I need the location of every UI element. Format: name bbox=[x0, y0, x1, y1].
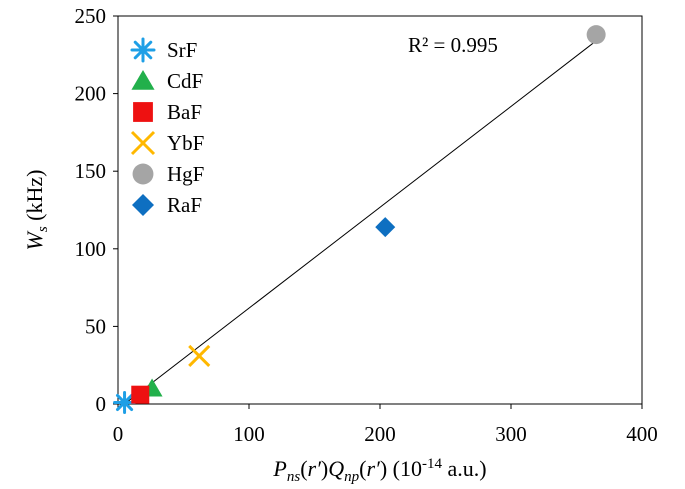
legend-marker-cdf bbox=[131, 70, 155, 90]
x-tick-label: 400 bbox=[626, 422, 658, 446]
y-tick-label: 200 bbox=[75, 82, 107, 106]
y-axis-label: Ws (kHz) bbox=[22, 170, 51, 251]
data-points bbox=[113, 25, 606, 414]
x-tick-label: 200 bbox=[364, 422, 396, 446]
legend-marker-raf bbox=[132, 194, 154, 216]
legend-marker-ybf bbox=[130, 130, 156, 156]
legend: SrF CdF BaF YbF HgF RaF bbox=[130, 37, 204, 217]
legend-label-ybf: YbF bbox=[167, 131, 204, 155]
trendline bbox=[124, 40, 597, 405]
y-tick-label: 100 bbox=[75, 237, 107, 261]
y-tick-label: 0 bbox=[96, 392, 107, 416]
legend-marker-hgf bbox=[132, 163, 154, 185]
legend-label-srf: SrF bbox=[167, 38, 197, 62]
point-hgf bbox=[586, 25, 606, 45]
point-baf bbox=[131, 385, 150, 404]
y-tick-label: 250 bbox=[75, 4, 107, 28]
legend-marker-baf bbox=[133, 102, 153, 122]
point-raf bbox=[375, 217, 396, 238]
x-axis-label: Pns(r′)Qnp(r′) (10-14 a.u.) bbox=[272, 456, 486, 485]
trendline-layer bbox=[124, 40, 597, 405]
x-tick-label: 300 bbox=[495, 422, 527, 446]
legend-label-baf: BaF bbox=[167, 100, 202, 124]
x-tick-label: 0 bbox=[113, 422, 124, 446]
legend-label-cdf: CdF bbox=[167, 69, 203, 93]
legend-label-raf: RaF bbox=[167, 193, 202, 217]
r-squared-annotation: R² = 0.995 bbox=[408, 33, 498, 57]
legend-marker-srf bbox=[130, 37, 156, 63]
point-srf bbox=[113, 390, 137, 414]
y-axis-ticks: 0 50 100 150 200 250 bbox=[75, 4, 118, 416]
y-tick-label: 50 bbox=[85, 314, 106, 338]
point-ybf bbox=[188, 344, 211, 367]
legend-label-hgf: HgF bbox=[167, 162, 204, 186]
x-tick-label: 100 bbox=[233, 422, 265, 446]
x-axis-ticks: 0 100 200 300 400 bbox=[113, 404, 658, 446]
y-tick-label: 150 bbox=[75, 159, 107, 183]
